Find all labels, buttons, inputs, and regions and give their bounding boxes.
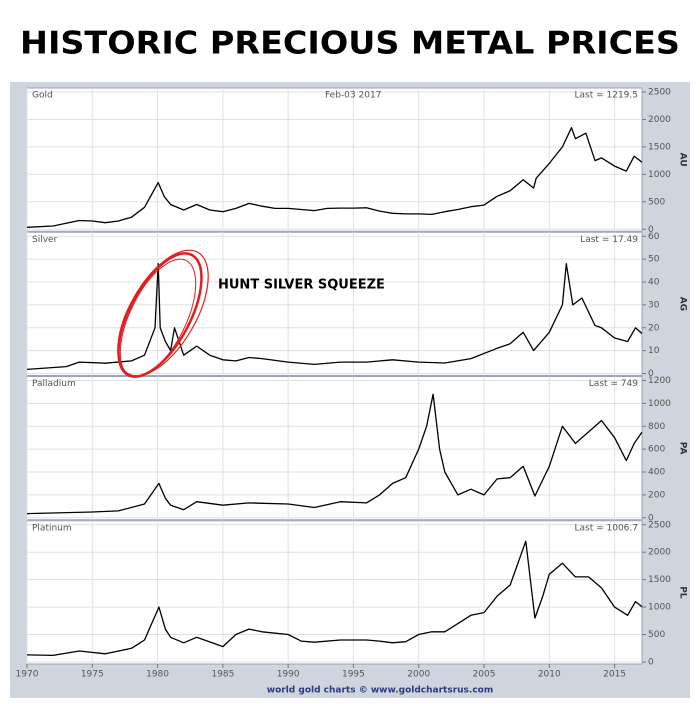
x-tick-label: 2005 <box>473 670 496 680</box>
y-tick-label: 1000 <box>648 399 671 409</box>
y-tick-label: 0 <box>648 225 654 235</box>
price-line <box>26 263 643 371</box>
plot-area <box>26 231 643 376</box>
panel-title: Gold <box>32 91 53 101</box>
plot-area <box>26 87 643 232</box>
annotation: HUNT SILVER SQUEEZE <box>218 278 385 293</box>
y-axis-label: PA <box>678 442 688 455</box>
x-tick-label: 1995 <box>342 670 365 680</box>
y-tick-label: 1000 <box>648 603 671 613</box>
panel-title: Silver <box>32 235 58 245</box>
price-line <box>26 393 643 515</box>
y-axis-label: AU <box>678 153 688 167</box>
y-tick-label: 1000 <box>648 170 671 180</box>
y-tick-label: 1500 <box>648 142 671 152</box>
y-tick-label: 40 <box>648 278 660 288</box>
panel-title: Platinum <box>32 523 72 533</box>
y-tick-label: 500 <box>648 630 665 640</box>
plot-area <box>26 376 643 521</box>
x-tick-label: 1985 <box>211 670 234 680</box>
y-tick-label: 2000 <box>648 548 671 558</box>
squeeze-circle <box>117 249 209 378</box>
last-value: Last = 1219.5 <box>574 91 638 101</box>
y-tick-label: 20 <box>648 323 660 333</box>
y-tick-label: 200 <box>648 490 665 500</box>
y-tick-label: 2500 <box>648 520 671 530</box>
x-tick-label: 2015 <box>603 670 626 680</box>
y-tick-label: 60 <box>648 232 660 242</box>
last-value: Last = 749 <box>589 379 638 389</box>
panel-title: Palladium <box>32 379 76 389</box>
y-tick-label: 800 <box>648 422 665 432</box>
x-tick-label: 2010 <box>538 670 561 680</box>
y-tick-label: 0 <box>648 658 654 668</box>
x-tick-label: 2000 <box>407 670 430 680</box>
price-line <box>26 127 643 228</box>
panel-date: Feb-03 2017 <box>325 91 381 101</box>
x-tick-label: 1980 <box>146 670 169 680</box>
y-tick-label: 50 <box>648 255 660 265</box>
y-tick-label: 0 <box>648 369 654 379</box>
y-tick-label: 2500 <box>648 88 671 98</box>
y-tick-label: 600 <box>648 445 665 455</box>
y-tick-label: 400 <box>648 468 665 478</box>
y-tick-label: 2000 <box>648 115 671 125</box>
y-tick-label: 0 <box>648 513 654 523</box>
y-tick-label: 1500 <box>648 575 671 585</box>
x-tick-label: 1970 <box>16 670 39 680</box>
y-axis-label: AG <box>678 297 688 311</box>
y-tick-label: 1200 <box>648 376 671 386</box>
x-tick-label: 1990 <box>277 670 300 680</box>
last-value: Last = 1006.7 <box>574 523 638 533</box>
last-value: Last = 17.49 <box>580 235 638 245</box>
price-line <box>26 540 643 657</box>
y-tick-label: 10 <box>648 346 660 356</box>
x-tick-label: 1975 <box>81 670 104 680</box>
source: world gold charts © www.goldchartsrus.co… <box>267 686 493 696</box>
y-tick-label: 500 <box>648 197 665 207</box>
page-title: HISTORIC PRECIOUS METAL PRICES <box>20 26 680 62</box>
y-axis-label: PL <box>678 586 688 599</box>
y-tick-label: 30 <box>648 300 660 310</box>
